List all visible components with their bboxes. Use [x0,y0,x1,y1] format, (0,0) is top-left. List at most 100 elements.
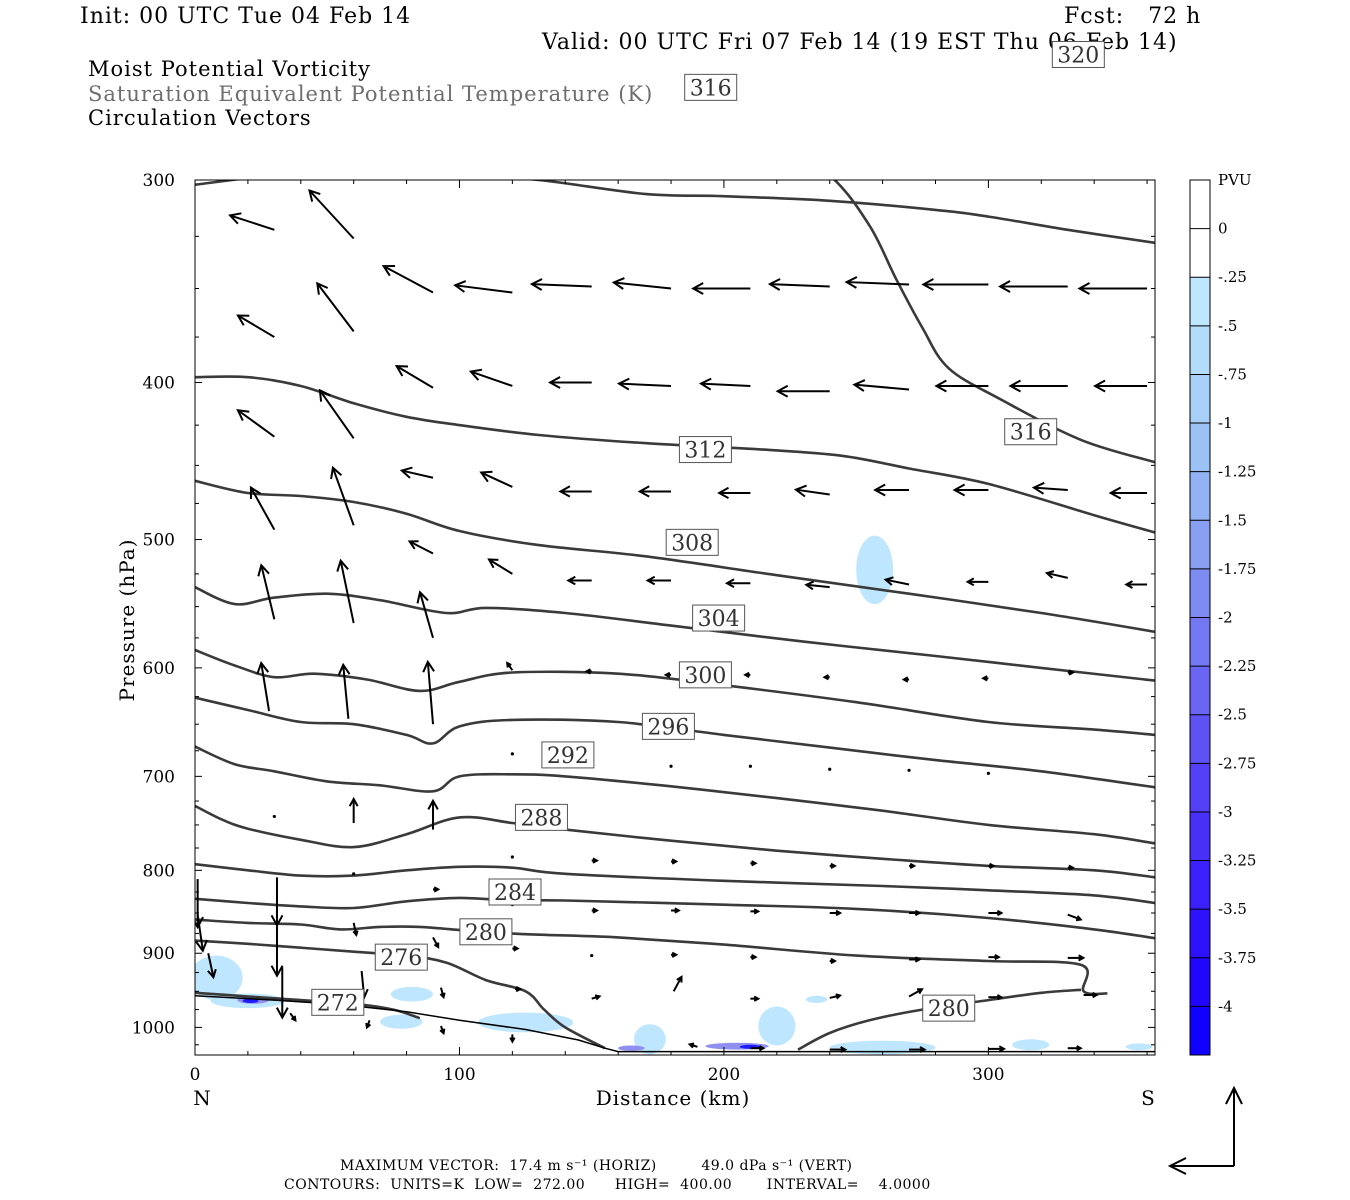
vector-head [1044,570,1055,579]
circulation-vector [1067,669,1075,676]
circulation-vector [584,668,592,675]
contour-300 [195,696,1155,789]
contour-label-296: 296 [641,712,695,740]
vector-head [873,483,886,497]
vector-head [407,540,419,550]
circulation-vector [1124,580,1148,589]
contour-label-box [459,918,513,946]
contour-label-272: 272 [311,988,365,1016]
contour-label-box [678,436,732,464]
vector-head [1068,864,1075,871]
colorbar-label: -3.25 [1218,852,1256,870]
vector-shaft [700,382,751,387]
colorbar-cell [1190,860,1210,910]
vector-head [996,909,1004,917]
contour-324 [195,84,1155,175]
colorbar-label: -1.75 [1218,560,1256,578]
contour-label-box [678,661,732,689]
circulation-vector [616,377,672,391]
vector-head [256,661,270,675]
vector-head [917,988,924,995]
circulation-vector [671,951,679,958]
contour-label-text: 292 [547,744,589,769]
vector-shaft [237,314,275,338]
contour-label-text: 320 [1057,43,1099,68]
colorbar-label: -2.25 [1218,657,1256,675]
vector-head [257,563,270,577]
vector-head [822,674,829,681]
vector-head [743,671,750,678]
vector-head [228,212,242,225]
contour-label-284: 284 [488,878,542,906]
vector-head [724,578,735,588]
vector-dot [590,953,594,958]
vector-shaft [846,281,910,286]
circulation-vector [228,212,275,231]
vector-shaft [260,662,271,712]
circulation-vector [439,1025,446,1036]
colorbar-cell [1190,325,1210,375]
contour-label-box [541,741,595,769]
circulation-vector [988,1045,1007,1053]
vector-shaft [250,487,276,531]
y-tick-label: 600 [143,659,175,679]
circulation-vector [829,1046,848,1053]
x-tick-label: 100 [443,1065,475,1085]
contour-label-box [1051,40,1105,68]
vector-head [1078,954,1086,962]
vector-head [270,914,284,928]
colorbar-label: -1 [1218,414,1233,432]
circulation-vector [988,954,1001,961]
circulation-vector [822,674,830,681]
vector-dot [907,768,911,772]
vector-head [1124,580,1133,589]
vector-head [883,576,894,586]
forecast-hour: Fcst: 72 h [1064,4,1202,29]
vector-head [270,965,284,978]
circulation-vector [1083,991,1099,999]
circulation-vector [921,278,989,291]
colorbar-label: -2.75 [1218,754,1256,772]
circulation-vector [829,862,837,869]
vector-shaft [531,283,592,288]
vector-shaft [319,389,355,439]
circulation-vector [750,954,758,961]
vector-head [316,281,329,295]
contour-label-text: 280 [928,997,970,1022]
vector-head [416,590,429,604]
contour-label-280: 280 [459,918,513,946]
vector-dot [828,767,832,771]
vector-head [1077,282,1090,295]
x-axis-label: Distance (km) [596,1086,751,1110]
circulation-vector [793,484,830,498]
vector-head [981,675,988,682]
circulation-vector [852,379,910,392]
circulation-vector [289,1012,297,1023]
plot-frame [194,179,1156,1056]
vector-head [592,907,599,914]
vector-head [1031,481,1045,495]
circulation-vector [998,280,1068,293]
circulation-vector [909,1046,927,1053]
circulation-vector [509,1034,516,1044]
circulation-vector [272,814,276,819]
contour-label-text: 308 [671,531,713,556]
contour-label-box [665,528,719,556]
colorbar-label: -.75 [1218,365,1247,383]
circulation-vector [691,282,751,295]
contour-label-box [488,878,542,906]
circulation-vector [352,872,356,876]
vector-head [275,1007,289,1020]
colorbar-cell [1190,763,1210,813]
vector-shaft [383,265,434,294]
circulation-vector [663,671,672,678]
vector-head [352,930,359,937]
vector-head [901,676,909,683]
contour-280 [195,918,1108,996]
circulation-vector [844,276,910,289]
vector-head [433,942,440,949]
vector-head [998,280,1011,293]
colorbar-cell [1190,714,1210,764]
vector-shaft [342,664,350,719]
circulation-vector [1067,913,1083,922]
